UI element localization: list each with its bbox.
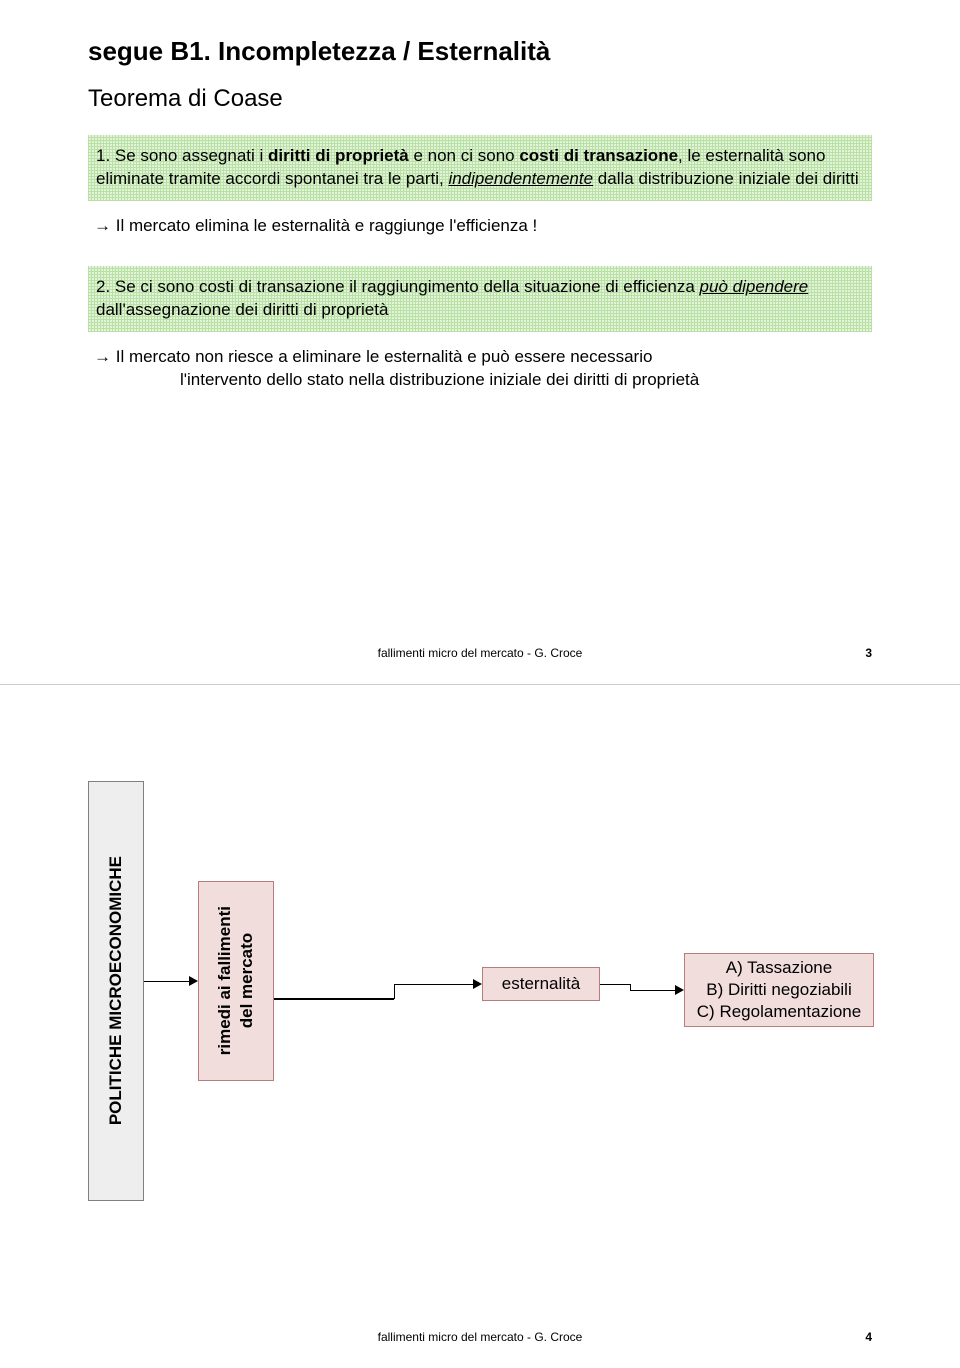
connector [274,998,394,1000]
flow-node-esternalita: esternalità [482,967,600,1001]
slide-2: POLITICHE MICROECONOMICHE rimedi ai fall… [0,685,960,1368]
text-underline: indipendentemente [448,169,593,188]
slide-footer: fallimenti micro del mercato - G. Croce … [0,1330,960,1344]
connector [394,984,396,999]
node-label: POLITICHE MICROECONOMICHE [106,856,126,1125]
flow-node-remedies-list: A) Tassazione B) Diritti negoziabili C) … [684,953,874,1027]
page-number: 3 [865,646,872,660]
text: 1. Se sono assegnati i [96,146,268,165]
theorem-box-1: 1. Se sono assegnati i diritti di propri… [88,135,872,201]
arrowhead-icon [473,979,482,989]
text: 2. Se ci sono costi di transazione il ra… [96,277,700,296]
flow-node-rimedi: rimedi ai fallimenti del mercato [198,881,274,1081]
flow-node-politiche: POLITICHE MICROECONOMICHE [88,781,144,1201]
text-line: → Il mercato non riesce a eliminare le e… [94,346,872,369]
text: dall'assegnazione dei diritti di proprie… [96,300,388,319]
text-underline: può dipendere [700,277,809,296]
slide-1: segue B1. Incompletezza / Esternalità Te… [0,0,960,684]
node-label: rimedi ai fallimenti del mercato [214,906,258,1055]
text-line: l'intervento dello stato nella distribuz… [94,369,872,392]
arrowhead-icon [675,985,684,995]
connector [600,984,630,986]
arrowhead-icon [189,976,198,986]
footer-text: fallimenti micro del mercato - G. Croce [378,1330,583,1344]
slide-footer: fallimenti micro del mercato - G. Croce … [0,646,960,660]
page-title: segue B1. Incompletezza / Esternalità [88,36,872,67]
text: dalla distribuzione iniziale dei diritti [593,169,859,188]
connector [394,984,473,986]
flowchart: POLITICHE MICROECONOMICHE rimedi ai fall… [88,721,872,1241]
text-bold: diritti di proprietà [268,146,409,165]
consequence-1: → Il mercato elimina le esternalità e ra… [88,215,872,238]
consequence-2: → Il mercato non riesce a eliminare le e… [88,346,872,392]
footer-text: fallimenti micro del mercato - G. Croce [378,646,583,660]
text: e non ci sono [409,146,520,165]
connector [630,990,675,992]
theorem-box-2: 2. Se ci sono costi di transazione il ra… [88,266,872,332]
connector [144,981,189,983]
page-subtitle: Teorema di Coase [88,85,872,113]
node-label: A) Tassazione B) Diritti negoziabili C) … [697,957,861,1023]
text-bold: costi di transazione [519,146,678,165]
page-number: 4 [865,1330,872,1344]
node-label: esternalità [502,974,580,994]
